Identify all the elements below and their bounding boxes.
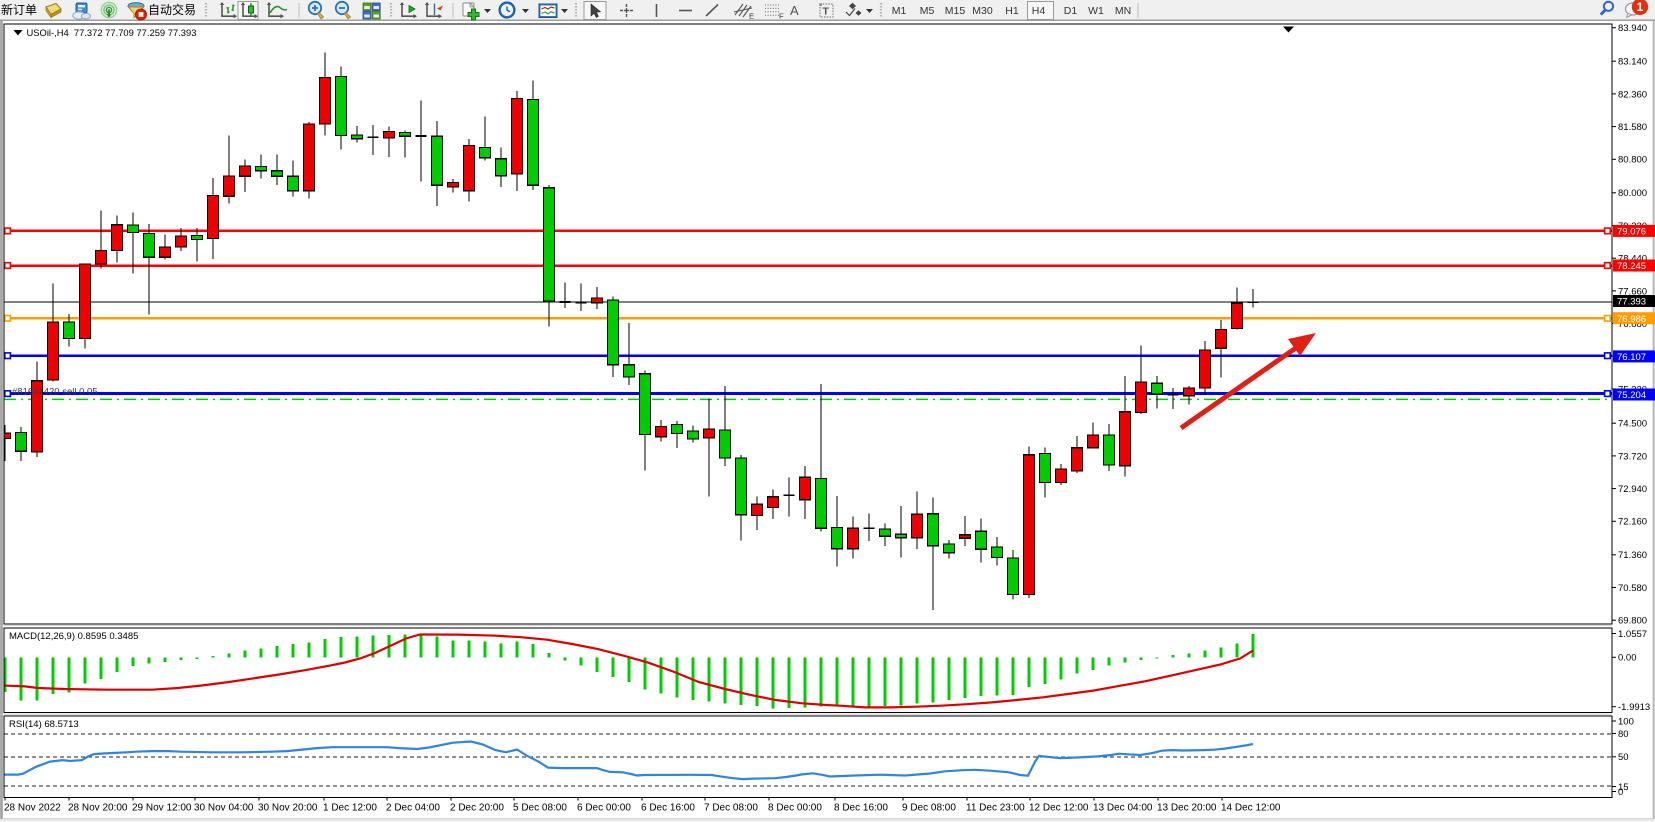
svg-text:71.360: 71.360 xyxy=(1618,550,1647,561)
svg-text:80: 80 xyxy=(1618,729,1629,740)
svg-text:H1: H1 xyxy=(1005,5,1019,17)
svg-text:自动交易: 自动交易 xyxy=(148,2,196,17)
svg-text:RSI(14) 68.5713: RSI(14) 68.5713 xyxy=(9,719,79,730)
svg-text:A: A xyxy=(790,3,799,18)
svg-text:7 Dec 08:00: 7 Dec 08:00 xyxy=(704,803,758,814)
svg-text:0.00: 0.00 xyxy=(1618,653,1637,664)
svg-text:30 Nov 04:00: 30 Nov 04:00 xyxy=(194,803,254,814)
svg-text:9 Dec 08:00: 9 Dec 08:00 xyxy=(902,803,956,814)
svg-text:8 Dec 00:00: 8 Dec 00:00 xyxy=(768,803,822,814)
svg-text:78.440: 78.440 xyxy=(1618,254,1647,265)
svg-text:T: T xyxy=(823,6,830,18)
svg-text:78.245: 78.245 xyxy=(1617,261,1646,272)
svg-text:1 Dec 12:00: 1 Dec 12:00 xyxy=(323,803,377,814)
svg-text:0: 0 xyxy=(1618,787,1623,798)
svg-text:6 Dec 00:00: 6 Dec 00:00 xyxy=(577,803,631,814)
svg-text:76.986: 76.986 xyxy=(1617,314,1646,325)
svg-text:77.393: 77.393 xyxy=(1617,297,1646,308)
svg-text:13 Dec 04:00: 13 Dec 04:00 xyxy=(1093,803,1153,814)
svg-text:28 Nov 20:00: 28 Nov 20:00 xyxy=(68,803,128,814)
svg-text:2 Dec 04:00: 2 Dec 04:00 xyxy=(386,803,440,814)
svg-text:5 Dec 08:00: 5 Dec 08:00 xyxy=(513,803,567,814)
svg-text:USOil-,H4 77.372 77.709 77.25: USOil-,H4 77.372 77.709 77.259 77.393 xyxy=(27,27,197,38)
svg-text:80.800: 80.800 xyxy=(1618,155,1647,166)
svg-text:77.660: 77.660 xyxy=(1618,286,1647,297)
svg-text:2 Dec 20:00: 2 Dec 20:00 xyxy=(450,803,504,814)
svg-text:100: 100 xyxy=(1618,716,1634,727)
svg-text:69.800: 69.800 xyxy=(1618,616,1647,627)
svg-text:#81641420 sell 0.05: #81641420 sell 0.05 xyxy=(12,386,98,397)
svg-text:6 Dec 16:00: 6 Dec 16:00 xyxy=(641,803,695,814)
svg-text:F: F xyxy=(779,12,784,21)
svg-text:1: 1 xyxy=(1637,0,1644,14)
svg-text:W1: W1 xyxy=(1088,5,1104,17)
svg-text:83.140: 83.140 xyxy=(1618,57,1647,68)
svg-text:M15: M15 xyxy=(945,5,966,17)
svg-text:新订单: 新订单 xyxy=(1,2,37,17)
svg-text:76.107: 76.107 xyxy=(1617,352,1646,363)
svg-text:83.940: 83.940 xyxy=(1618,23,1647,34)
svg-text:M1: M1 xyxy=(892,5,907,17)
svg-text:1.0557: 1.0557 xyxy=(1618,629,1647,640)
svg-text:73.720: 73.720 xyxy=(1618,451,1647,462)
svg-text:11 Dec 23:00: 11 Dec 23:00 xyxy=(966,803,1025,814)
svg-text:72.940: 72.940 xyxy=(1618,484,1647,495)
svg-text:82.360: 82.360 xyxy=(1618,89,1647,100)
svg-text:72.160: 72.160 xyxy=(1618,517,1647,528)
svg-text:13 Dec 20:00: 13 Dec 20:00 xyxy=(1157,803,1217,814)
svg-text:74.500: 74.500 xyxy=(1618,419,1647,430)
svg-text:14 Dec 12:00: 14 Dec 12:00 xyxy=(1221,803,1281,814)
svg-text:70.580: 70.580 xyxy=(1618,583,1647,594)
svg-text:76.880: 76.880 xyxy=(1618,319,1647,330)
svg-text:MACD(12,26,9) 0.8595 0.3485: MACD(12,26,9) 0.8595 0.3485 xyxy=(9,631,138,642)
svg-text:15: 15 xyxy=(1618,782,1629,793)
svg-text:MN: MN xyxy=(1115,5,1131,17)
svg-text:-1.9913: -1.9913 xyxy=(1618,702,1650,713)
svg-text:12 Dec 12:00: 12 Dec 12:00 xyxy=(1029,803,1089,814)
svg-text:81.580: 81.580 xyxy=(1618,122,1647,133)
svg-text:30 Nov 20:00: 30 Nov 20:00 xyxy=(258,803,318,814)
svg-text:50: 50 xyxy=(1618,752,1629,763)
svg-text:79.076: 79.076 xyxy=(1617,227,1646,238)
svg-text:75.204: 75.204 xyxy=(1617,390,1646,401)
svg-text:28 Nov 2022: 28 Nov 2022 xyxy=(4,803,61,814)
svg-text:80.000: 80.000 xyxy=(1618,188,1647,199)
svg-text:8 Dec 16:00: 8 Dec 16:00 xyxy=(834,803,888,814)
svg-text:D1: D1 xyxy=(1064,5,1078,17)
svg-text:M5: M5 xyxy=(920,5,935,17)
svg-text:H4: H4 xyxy=(1032,5,1046,17)
svg-text:29 Nov 12:00: 29 Nov 12:00 xyxy=(132,803,192,814)
svg-text:M30: M30 xyxy=(972,5,993,17)
svg-text:E: E xyxy=(749,12,754,21)
